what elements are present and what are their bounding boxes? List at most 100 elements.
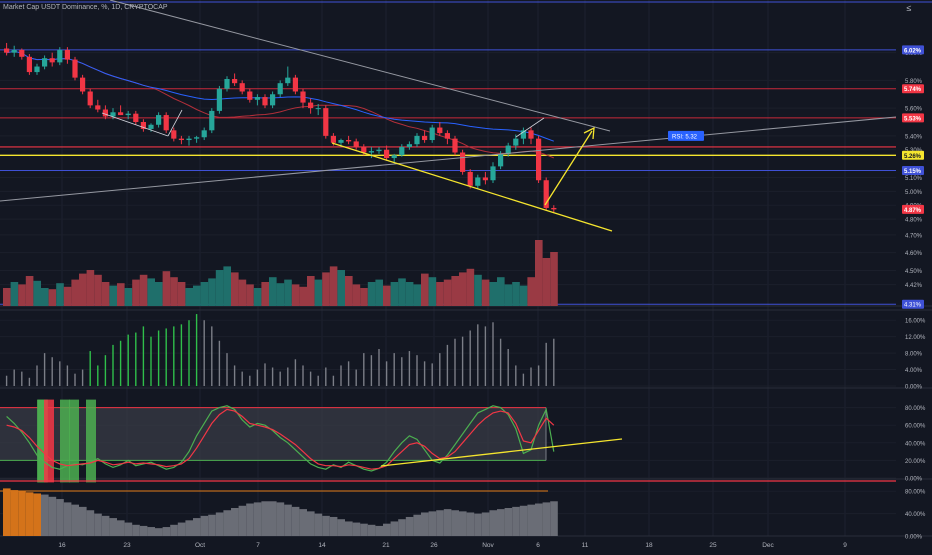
histogram-bar: [201, 516, 209, 536]
candle-body: [338, 140, 343, 143]
candle-body: [42, 58, 47, 66]
volume-bar: [315, 280, 323, 306]
histogram-bar: [49, 497, 57, 536]
volume-bar: [497, 277, 505, 306]
volume-bar: [3, 288, 11, 306]
volume-bar: [505, 284, 513, 306]
candle-body: [103, 110, 108, 117]
volume-bar: [398, 278, 406, 306]
volume-bar: [163, 271, 171, 306]
histogram-bar: [451, 510, 459, 536]
x-tick-label: 14: [318, 542, 326, 549]
x-tick-label: 25: [709, 542, 717, 549]
histogram-bar: [239, 506, 247, 536]
candle-body: [361, 147, 366, 153]
candle-body: [240, 83, 245, 91]
volume-bar: [299, 287, 307, 306]
histogram-bar: [360, 524, 368, 536]
volume-bar: [527, 277, 535, 306]
candle-body: [399, 147, 404, 155]
histogram-bar: [185, 520, 193, 536]
y-tick-label: 40.00%: [905, 441, 926, 447]
y-tick-label: 5.10%: [905, 176, 923, 182]
price-label: 6.02%: [904, 48, 922, 54]
histogram-bar: [299, 509, 307, 536]
volume-bar: [421, 274, 429, 306]
histogram-bar: [383, 524, 391, 536]
candle-body: [551, 208, 556, 209]
histogram-bar: [208, 515, 216, 536]
histogram-bar: [155, 528, 163, 536]
candle-body: [460, 153, 465, 172]
volume-bar: [383, 286, 391, 306]
candle-body: [133, 114, 138, 122]
candle-body: [65, 50, 70, 60]
volume-bar: [429, 277, 437, 306]
volume-level-label: 4.31%: [904, 303, 922, 309]
histogram-bar: [375, 526, 383, 536]
histogram-bar: [18, 491, 26, 536]
volume-bar: [246, 284, 254, 306]
signal-bar: [44, 400, 54, 483]
histogram-bar: [140, 526, 148, 536]
volume-bar: [277, 283, 285, 306]
volume-bar: [520, 286, 528, 306]
signal-bar: [60, 400, 70, 483]
candle-body: [27, 57, 32, 72]
y-tick-label: 5.40%: [905, 134, 923, 140]
histogram-bar: [322, 516, 330, 536]
candle-body: [194, 137, 199, 138]
volume-bar: [11, 282, 19, 306]
volume-bar: [451, 276, 459, 306]
volume-bar: [474, 275, 482, 306]
candle-body: [414, 136, 419, 144]
histogram-bar: [178, 523, 186, 536]
signal-bar: [69, 400, 79, 483]
volume-bar: [155, 282, 163, 306]
chart-title: Market Cap USDT Dominance, %, 1D, CRYPTO…: [3, 4, 168, 11]
volume-bar: [307, 276, 315, 306]
candle-body: [293, 78, 298, 92]
histogram-bar: [292, 507, 300, 536]
volume-bar: [231, 272, 239, 306]
volume-bar: [193, 286, 201, 306]
histogram-bar: [436, 510, 444, 536]
volume-bar: [436, 282, 444, 306]
volume-bar: [535, 240, 543, 306]
x-tick-label: 11: [582, 542, 589, 549]
histogram-bar: [482, 512, 490, 536]
histogram-bar: [269, 501, 277, 536]
histogram-bar: [117, 520, 125, 536]
y-tick-label: 4.60%: [905, 251, 923, 257]
histogram-bar: [505, 508, 513, 536]
candle-body: [513, 139, 518, 146]
price-label: 5.53%: [904, 116, 922, 122]
histogram-bar: [223, 510, 231, 536]
volume-bar: [353, 284, 361, 306]
histogram-bar: [170, 525, 178, 536]
y-tick-label: 20.00%: [905, 459, 926, 465]
histogram-bar: [246, 504, 254, 536]
volume-bar: [178, 282, 186, 306]
volume-bar: [71, 280, 79, 306]
histogram-bar: [87, 510, 95, 536]
volume-bar: [223, 266, 231, 306]
y-tick-label: 60.00%: [905, 424, 926, 430]
candle-body: [392, 155, 397, 158]
price-label: 5.15%: [904, 169, 922, 175]
volume-bar: [117, 283, 125, 306]
histogram-bar: [163, 527, 171, 536]
candle-body: [369, 151, 374, 152]
histogram-bar: [284, 505, 292, 536]
y-tick-label: 4.70%: [905, 233, 923, 239]
y-tick-label: 4.80%: [905, 218, 923, 224]
histogram-bar: [421, 512, 429, 536]
maximize-button[interactable]: ≤: [902, 2, 916, 14]
x-tick-label: Dec: [762, 542, 774, 549]
histogram-bar: [337, 519, 345, 536]
histogram-bar: [307, 511, 315, 536]
x-tick-label: 6: [536, 542, 540, 549]
volume-bar: [467, 269, 475, 306]
candle-body: [202, 130, 207, 137]
